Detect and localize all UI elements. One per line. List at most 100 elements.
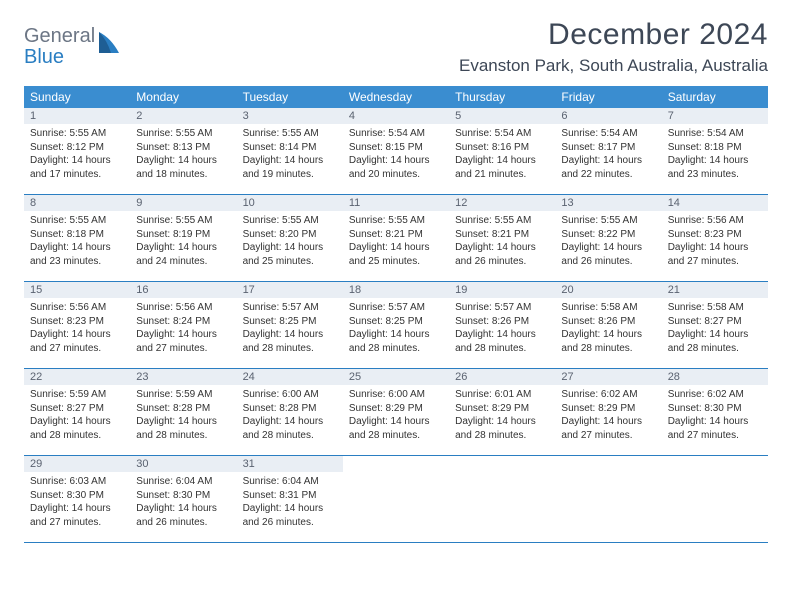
day-number: 9: [130, 195, 236, 211]
day-number: 27: [555, 369, 661, 385]
day-info: Sunrise: 5:57 AMSunset: 8:25 PMDaylight:…: [349, 301, 443, 355]
calendar-cell: 9Sunrise: 5:55 AMSunset: 8:19 PMDaylight…: [130, 195, 236, 281]
sunset-text: Sunset: 8:27 PM: [668, 315, 762, 329]
brand-text: General Blue: [24, 26, 95, 68]
daylight-text: and 28 minutes.: [668, 342, 762, 356]
sunrise-text: Sunrise: 5:57 AM: [349, 301, 443, 315]
daylight-text: and 27 minutes.: [668, 429, 762, 443]
daylight-text: and 22 minutes.: [561, 168, 655, 182]
day-info: Sunrise: 5:56 AMSunset: 8:23 PMDaylight:…: [668, 214, 762, 268]
sunrise-text: Sunrise: 6:02 AM: [668, 388, 762, 402]
sunrise-text: Sunrise: 5:55 AM: [349, 214, 443, 228]
sunrise-text: Sunrise: 5:55 AM: [561, 214, 655, 228]
daylight-text: Daylight: 14 hours: [668, 415, 762, 429]
day-info: Sunrise: 6:00 AMSunset: 8:28 PMDaylight:…: [243, 388, 337, 442]
day-info: Sunrise: 5:58 AMSunset: 8:26 PMDaylight:…: [561, 301, 655, 355]
weekday-header: Thursday: [449, 86, 555, 108]
brand-general: General: [24, 25, 95, 47]
daylight-text: and 26 minutes.: [136, 516, 230, 530]
sunrise-text: Sunrise: 5:55 AM: [243, 214, 337, 228]
calendar-cell: [662, 456, 768, 542]
sunrise-text: Sunrise: 5:56 AM: [136, 301, 230, 315]
sunrise-text: Sunrise: 6:01 AM: [455, 388, 549, 402]
calendar-cell: 24Sunrise: 6:00 AMSunset: 8:28 PMDayligh…: [237, 369, 343, 455]
daylight-text: Daylight: 14 hours: [136, 415, 230, 429]
calendar-cell: 15Sunrise: 5:56 AMSunset: 8:23 PMDayligh…: [24, 282, 130, 368]
brand-blue: Blue: [24, 46, 64, 68]
sunrise-text: Sunrise: 6:02 AM: [561, 388, 655, 402]
sunset-text: Sunset: 8:25 PM: [243, 315, 337, 329]
daylight-text: and 23 minutes.: [668, 168, 762, 182]
weekday-header: Friday: [555, 86, 661, 108]
day-info: Sunrise: 5:55 AMSunset: 8:21 PMDaylight:…: [455, 214, 549, 268]
sunset-text: Sunset: 8:22 PM: [561, 228, 655, 242]
daylight-text: Daylight: 14 hours: [455, 241, 549, 255]
sunrise-text: Sunrise: 6:04 AM: [136, 475, 230, 489]
calendar-cell: 7Sunrise: 5:54 AMSunset: 8:18 PMDaylight…: [662, 108, 768, 194]
day-info: Sunrise: 5:54 AMSunset: 8:16 PMDaylight:…: [455, 127, 549, 181]
daylight-text: Daylight: 14 hours: [349, 415, 443, 429]
sunset-text: Sunset: 8:23 PM: [30, 315, 124, 329]
day-info: Sunrise: 6:02 AMSunset: 8:29 PMDaylight:…: [561, 388, 655, 442]
daylight-text: Daylight: 14 hours: [455, 154, 549, 168]
calendar-cell: 8Sunrise: 5:55 AMSunset: 8:18 PMDaylight…: [24, 195, 130, 281]
daylight-text: Daylight: 14 hours: [243, 502, 337, 516]
calendar-cell: 10Sunrise: 5:55 AMSunset: 8:20 PMDayligh…: [237, 195, 343, 281]
calendar: Sunday Monday Tuesday Wednesday Thursday…: [24, 86, 768, 543]
daylight-text: Daylight: 14 hours: [668, 241, 762, 255]
daylight-text: Daylight: 14 hours: [561, 328, 655, 342]
sunrise-text: Sunrise: 5:58 AM: [561, 301, 655, 315]
sunrise-text: Sunrise: 5:57 AM: [455, 301, 549, 315]
day-info: Sunrise: 5:54 AMSunset: 8:15 PMDaylight:…: [349, 127, 443, 181]
daylight-text: and 28 minutes.: [561, 342, 655, 356]
calendar-cell: 6Sunrise: 5:54 AMSunset: 8:17 PMDaylight…: [555, 108, 661, 194]
daylight-text: and 21 minutes.: [455, 168, 549, 182]
daylight-text: Daylight: 14 hours: [455, 328, 549, 342]
weekday-header: Saturday: [662, 86, 768, 108]
day-number: 25: [343, 369, 449, 385]
sunrise-text: Sunrise: 5:54 AM: [349, 127, 443, 141]
sunrise-text: Sunrise: 5:55 AM: [30, 127, 124, 141]
day-info: Sunrise: 6:02 AMSunset: 8:30 PMDaylight:…: [668, 388, 762, 442]
daylight-text: Daylight: 14 hours: [561, 154, 655, 168]
day-number: 22: [24, 369, 130, 385]
sunrise-text: Sunrise: 5:55 AM: [243, 127, 337, 141]
calendar-cell: 26Sunrise: 6:01 AMSunset: 8:29 PMDayligh…: [449, 369, 555, 455]
daylight-text: Daylight: 14 hours: [136, 328, 230, 342]
day-number: 13: [555, 195, 661, 211]
day-info: Sunrise: 5:57 AMSunset: 8:25 PMDaylight:…: [243, 301, 337, 355]
daylight-text: Daylight: 14 hours: [30, 415, 124, 429]
daylight-text: and 17 minutes.: [30, 168, 124, 182]
calendar-cell: 30Sunrise: 6:04 AMSunset: 8:30 PMDayligh…: [130, 456, 236, 542]
daylight-text: and 27 minutes.: [30, 516, 124, 530]
daylight-text: Daylight: 14 hours: [30, 154, 124, 168]
sunrise-text: Sunrise: 6:03 AM: [30, 475, 124, 489]
day-info: Sunrise: 5:54 AMSunset: 8:18 PMDaylight:…: [668, 127, 762, 181]
day-number: 3: [237, 108, 343, 124]
calendar-week: 22 Sunrise: 5:59 AMSunset: 8:27 PMDayligh…: [24, 369, 768, 456]
sunset-text: Sunset: 8:25 PM: [349, 315, 443, 329]
sunset-text: Sunset: 8:29 PM: [349, 402, 443, 416]
sunset-text: Sunset: 8:31 PM: [243, 489, 337, 503]
day-number: 1: [24, 108, 130, 124]
daylight-text: Daylight: 14 hours: [136, 241, 230, 255]
day-info: Sunrise: 5:55 AMSunset: 8:18 PMDaylight:…: [30, 214, 124, 268]
daylight-text: Daylight: 14 hours: [136, 154, 230, 168]
day-number: 6: [555, 108, 661, 124]
sunset-text: Sunset: 8:21 PM: [455, 228, 549, 242]
day-info: Sunrise: 5:59 AMSunset: 8:27 PMDaylight:…: [30, 388, 124, 442]
day-number: 21: [662, 282, 768, 298]
sunset-text: Sunset: 8:23 PM: [668, 228, 762, 242]
day-number: 28: [662, 369, 768, 385]
day-info: Sunrise: 5:55 AMSunset: 8:12 PMDaylight:…: [30, 127, 124, 181]
day-info: Sunrise: 6:04 AMSunset: 8:31 PMDaylight:…: [243, 475, 337, 529]
daylight-text: and 25 minutes.: [349, 255, 443, 269]
daylight-text: and 28 minutes.: [30, 429, 124, 443]
sunset-text: Sunset: 8:27 PM: [30, 402, 124, 416]
sunrise-text: Sunrise: 5:55 AM: [136, 127, 230, 141]
day-number: 16: [130, 282, 236, 298]
sunset-text: Sunset: 8:16 PM: [455, 141, 549, 155]
sunset-text: Sunset: 8:18 PM: [30, 228, 124, 242]
calendar-cell: 12Sunrise: 5:55 AMSunset: 8:21 PMDayligh…: [449, 195, 555, 281]
sunrise-text: Sunrise: 5:55 AM: [455, 214, 549, 228]
